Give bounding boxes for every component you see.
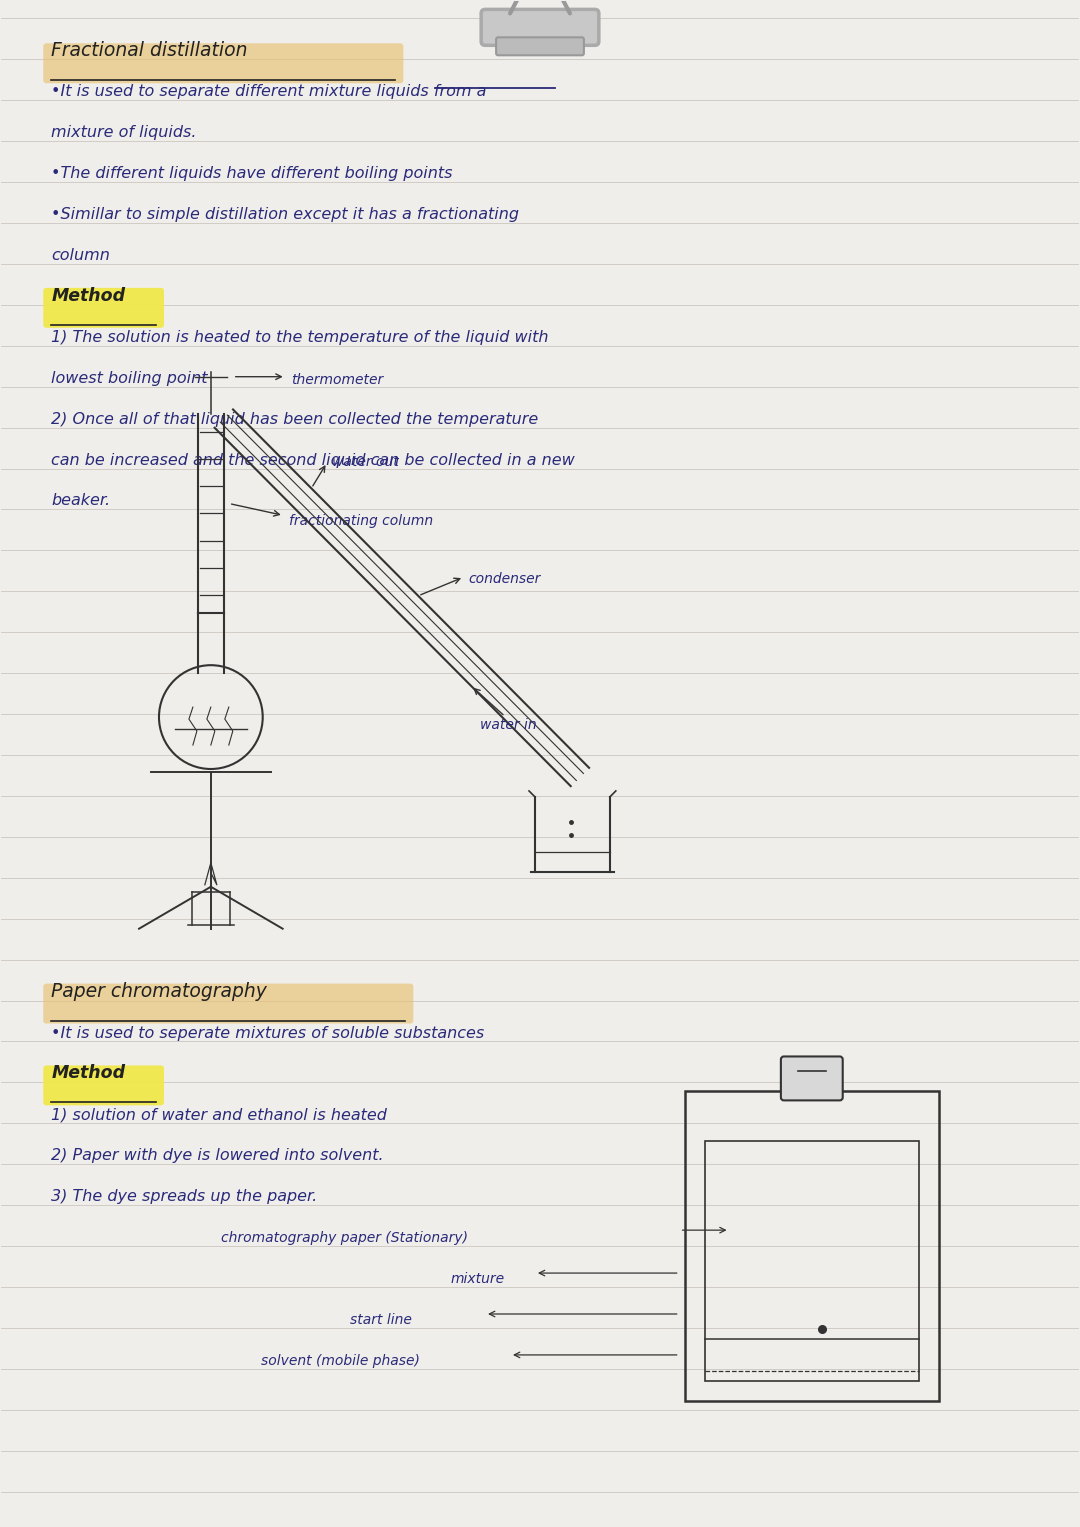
FancyBboxPatch shape: [781, 1057, 842, 1101]
Text: start line: start line: [351, 1313, 413, 1327]
FancyBboxPatch shape: [43, 1066, 164, 1106]
FancyBboxPatch shape: [43, 289, 164, 328]
Text: solvent (mobile phase): solvent (mobile phase): [260, 1354, 420, 1368]
Text: chromatography paper (Stationary): chromatography paper (Stationary): [220, 1231, 468, 1245]
Bar: [685, 1092, 939, 1400]
Bar: [704, 1141, 919, 1380]
Text: mixture of liquids.: mixture of liquids.: [51, 125, 197, 140]
Text: Method: Method: [51, 1064, 125, 1083]
Text: fractionating column: fractionating column: [288, 515, 433, 528]
Text: 1) The solution is heated to the temperature of the liquid with: 1) The solution is heated to the tempera…: [51, 330, 549, 345]
FancyBboxPatch shape: [496, 37, 584, 55]
Text: 2) Paper with dye is lowered into solvent.: 2) Paper with dye is lowered into solven…: [51, 1148, 383, 1164]
FancyBboxPatch shape: [43, 43, 403, 84]
Text: beaker.: beaker.: [51, 493, 110, 508]
Text: can be increased and the second liquid can be collected in a new: can be increased and the second liquid c…: [51, 452, 575, 467]
Text: •Simillar to simple distillation except it has a fractionating: •Simillar to simple distillation except …: [51, 208, 519, 221]
Text: column: column: [51, 247, 110, 263]
FancyBboxPatch shape: [43, 983, 414, 1023]
FancyBboxPatch shape: [482, 9, 598, 46]
Text: •The different liquids have different boiling points: •The different liquids have different bo…: [51, 166, 453, 182]
Text: Method: Method: [51, 287, 125, 305]
Text: 2) Once all of that liquid has been collected the temperature: 2) Once all of that liquid has been coll…: [51, 412, 539, 426]
Text: thermometer: thermometer: [291, 373, 383, 386]
Text: mixture: mixture: [450, 1272, 504, 1286]
Text: water in: water in: [481, 718, 537, 731]
Text: lowest boiling point: lowest boiling point: [51, 371, 207, 386]
Text: Fractional distillation: Fractional distillation: [51, 41, 247, 60]
Text: Paper chromatography: Paper chromatography: [51, 982, 267, 1000]
Text: condenser: condenser: [469, 573, 541, 586]
Text: water out: water out: [332, 455, 399, 469]
Text: 3) The dye spreads up the paper.: 3) The dye spreads up the paper.: [51, 1190, 318, 1205]
Text: •It is used to separate different mixture liquids from a: •It is used to separate different mixtur…: [51, 84, 487, 99]
Text: •It is used to seperate mixtures of soluble substances: •It is used to seperate mixtures of solu…: [51, 1026, 485, 1040]
Text: 1) solution of water and ethanol is heated: 1) solution of water and ethanol is heat…: [51, 1107, 387, 1122]
